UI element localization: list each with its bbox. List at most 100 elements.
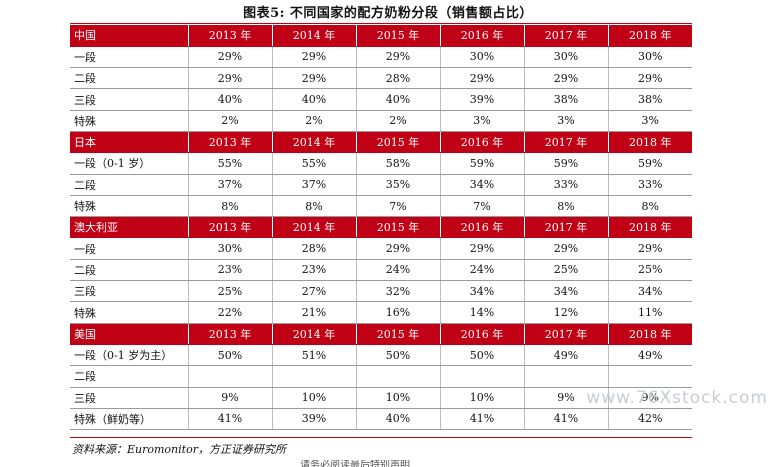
share-value: 2% <box>355 110 440 132</box>
share-value: 41% <box>439 408 524 431</box>
share-value: 50% <box>439 344 524 367</box>
share-value: 29% <box>523 237 608 260</box>
table-row: 二段 29% 29% 28% 29% 29% 29% <box>70 67 692 90</box>
share-value: 37% <box>187 174 272 196</box>
share-value: 29% <box>271 67 356 90</box>
share-value: 58% <box>355 152 440 175</box>
table-row: 二段 <box>70 365 692 388</box>
table-body: 中国 2013 年 2014 年 2015 年 2016 年 2017 年 2018 年一段… <box>70 25 692 431</box>
section-header-row: 美国 2013 年 2014 年 2015 年 2016 年 2017 年 2018 年 <box>70 323 692 345</box>
share-value: 30% <box>439 46 524 69</box>
share-value: 29% <box>523 67 608 90</box>
share-value: 25% <box>187 280 272 303</box>
share-value: 28% <box>271 237 356 260</box>
year-header: 2017 年 <box>523 216 608 239</box>
share-value: 34% <box>439 280 524 303</box>
section-header-row: 中国 2013 年 2014 年 2015 年 2016 年 2017 年 2018 年 <box>70 25 692 47</box>
year-header: 2015 年 <box>355 25 440 47</box>
share-value: 50% <box>187 344 272 367</box>
share-value: 25% <box>607 259 692 282</box>
source-note: 资料来源：Euromonitor，方正证券研究所 <box>72 443 286 456</box>
share-value: 29% <box>439 67 524 90</box>
share-value: 32% <box>355 280 440 303</box>
share-value: 23% <box>187 259 272 282</box>
section-header-row: 澳大利亚 2013 年 2014 年 2015 年 2016 年 2017 年 2018 年 <box>70 216 692 239</box>
share-value: 28% <box>355 67 440 90</box>
share-value: 8% <box>607 195 692 218</box>
country-label: 美国 <box>70 323 188 345</box>
share-value: 29% <box>607 237 692 260</box>
stage-label: 特殊 <box>70 301 188 324</box>
share-value <box>607 365 692 388</box>
share-value: 41% <box>187 408 272 431</box>
table-row: 三段 25% 27% 32% 34% 34% 34% <box>70 280 692 303</box>
share-value: 7% <box>439 195 524 218</box>
share-value: 34% <box>439 174 524 196</box>
year-header: 2017 年 <box>523 25 608 47</box>
share-value: 33% <box>523 174 608 196</box>
stage-label: 一段 <box>70 46 188 69</box>
year-header: 2017 年 <box>523 323 608 345</box>
share-value: 34% <box>523 280 608 303</box>
share-value: 30% <box>187 237 272 260</box>
watermark: www.76Xstock.com <box>586 388 768 408</box>
share-value: 8% <box>271 195 356 218</box>
table-row: 三段 9% 10% 10% 10% 9% 9% <box>70 387 692 409</box>
share-value: 59% <box>439 152 524 175</box>
table-row: 特殊 8% 8% 7% 7% 8% 8% <box>70 195 692 218</box>
share-value: 50% <box>355 344 440 367</box>
share-value: 25% <box>523 259 608 282</box>
share-value: 51% <box>271 344 356 367</box>
share-value: 35% <box>355 174 440 196</box>
year-header: 2013 年 <box>187 25 272 47</box>
share-value: 10% <box>271 387 356 409</box>
table-row: 二段 23% 23% 24% 24% 25% 25% <box>70 259 692 282</box>
share-value: 29% <box>187 67 272 90</box>
share-value: 59% <box>607 152 692 175</box>
share-value: 59% <box>523 152 608 175</box>
table-row: 一段 29% 29% 29% 30% 30% 30% <box>70 46 692 69</box>
share-value: 29% <box>271 46 356 69</box>
share-value: 49% <box>607 344 692 367</box>
share-value: 40% <box>355 88 440 111</box>
year-header: 2014 年 <box>271 216 356 239</box>
table-row: 特殊 2% 2% 2% 3% 3% 3% <box>70 110 692 132</box>
share-value: 12% <box>523 301 608 324</box>
share-value: 22% <box>187 301 272 324</box>
share-value: 55% <box>271 152 356 175</box>
share-value: 2% <box>271 110 356 132</box>
country-label: 澳大利亚 <box>70 216 188 239</box>
share-value: 21% <box>271 301 356 324</box>
year-header: 2014 年 <box>271 323 356 345</box>
year-header: 2018 年 <box>607 131 692 154</box>
year-header: 2018 年 <box>607 323 692 345</box>
share-value: 14% <box>439 301 524 324</box>
share-value: 2% <box>187 110 272 132</box>
table-title: 图表5: 不同国家的配方奶粉分段（销售额占比） <box>243 6 533 21</box>
share-value: 3% <box>439 110 524 132</box>
share-value: 30% <box>523 46 608 69</box>
share-value: 30% <box>607 46 692 69</box>
share-value: 27% <box>271 280 356 303</box>
share-value: 9% <box>187 387 272 409</box>
share-value <box>523 365 608 388</box>
stage-label: 一段（0-1 岁） <box>70 152 188 175</box>
year-header: 2014 年 <box>271 131 356 154</box>
share-value: 39% <box>439 88 524 111</box>
year-header: 2013 年 <box>187 323 272 345</box>
stage-label: 一段（0-1 岁为主） <box>70 344 188 367</box>
bottom-rule <box>70 437 692 438</box>
share-value: 9% <box>523 387 608 409</box>
year-header: 2016 年 <box>439 25 524 47</box>
share-value: 10% <box>439 387 524 409</box>
share-value: 42% <box>607 408 692 431</box>
share-value: 11% <box>607 301 692 324</box>
share-value: 33% <box>607 174 692 196</box>
stage-label: 二段 <box>70 174 188 196</box>
footer-cut-text: 请务必阅读最后特别声明 <box>300 460 410 467</box>
section-header-row: 日本 2013 年 2014 年 2015 年 2016 年 2017 年 2018 年 <box>70 131 692 154</box>
table-row: 二段 37% 37% 35% 34% 33% 33% <box>70 174 692 196</box>
table-row: 特殊（鲜奶等） 41% 39% 40% 41% 41% 42% <box>70 408 692 431</box>
stage-label: 二段 <box>70 259 188 282</box>
year-header: 2013 年 <box>187 216 272 239</box>
